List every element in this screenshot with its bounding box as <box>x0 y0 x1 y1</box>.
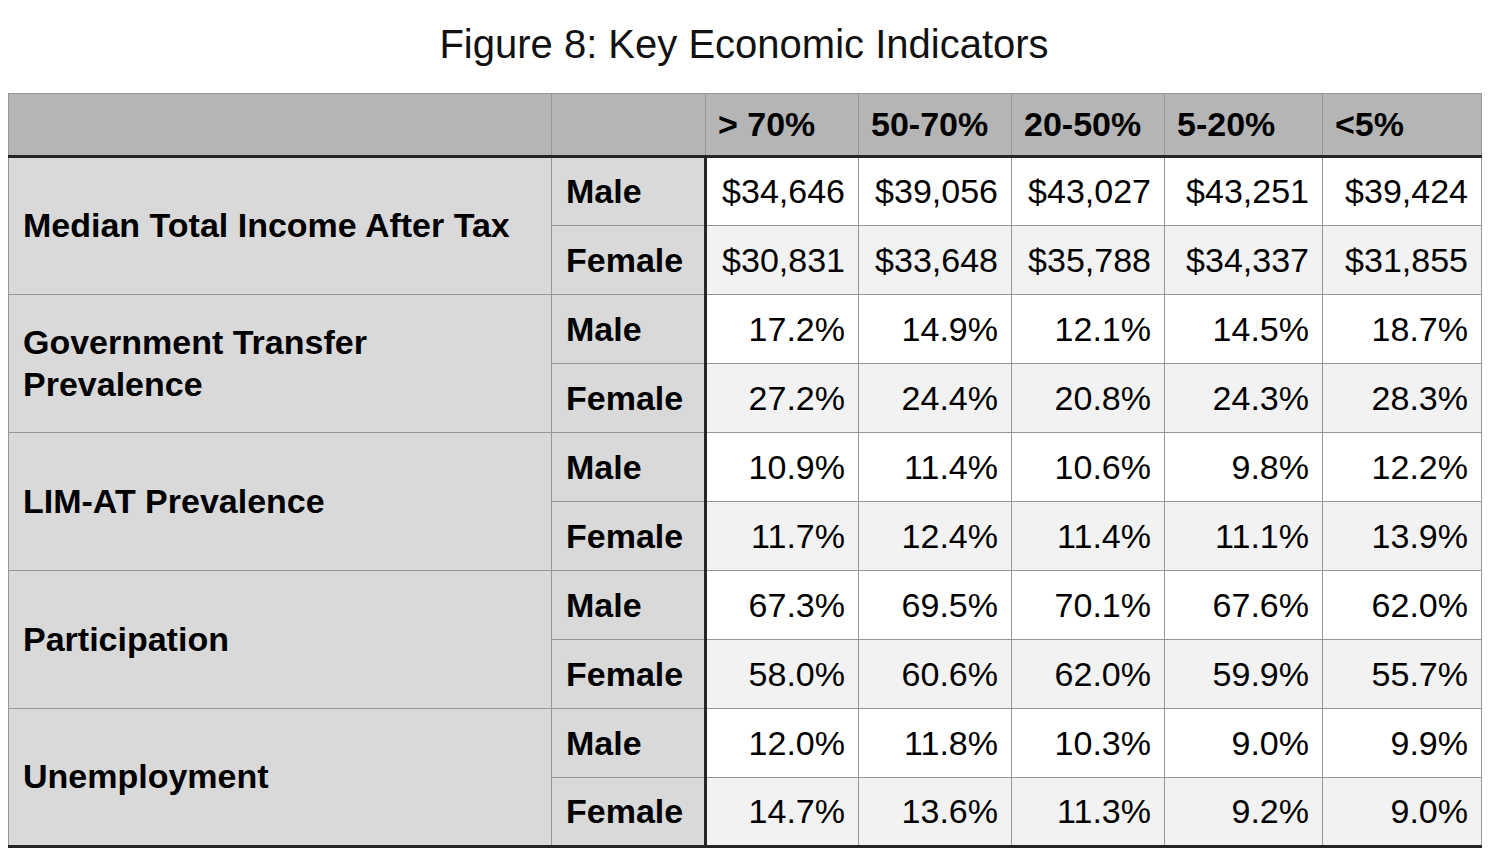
figure-title: Figure 8: Key Economic Indicators <box>0 0 1488 70</box>
data-cell: 17.2% <box>706 295 859 364</box>
data-cell: $34,646 <box>706 157 859 226</box>
data-cell: 9.0% <box>1165 709 1323 778</box>
data-cell: 62.0% <box>1012 640 1165 709</box>
indicator-label-cell: Unemployment <box>9 709 552 847</box>
data-cell: $30,831 <box>706 226 859 295</box>
data-cell: 9.9% <box>1323 709 1482 778</box>
gender-label-cell: Male <box>552 571 706 640</box>
data-cell: 13.6% <box>859 778 1012 847</box>
indicator-label-cell: Participation <box>9 571 552 709</box>
data-cell: $34,337 <box>1165 226 1323 295</box>
data-cell: 9.2% <box>1165 778 1323 847</box>
data-cell: 11.4% <box>859 433 1012 502</box>
data-cell: 11.4% <box>1012 502 1165 571</box>
column-header-2: 50-70% <box>859 94 1012 157</box>
table-body: Median Total Income After TaxMale$34,646… <box>9 157 1482 847</box>
data-cell: 67.3% <box>706 571 859 640</box>
table-header: > 70%50-70%20-50%5-20%<5% <box>9 94 1482 157</box>
gender-label-cell: Female <box>552 226 706 295</box>
indicator-label-cell: Median Total Income After Tax <box>9 157 552 295</box>
data-cell: 10.9% <box>706 433 859 502</box>
indicator-label-cell: Government Transfer Prevalence <box>9 295 552 433</box>
table-row: LIM-AT PrevalenceMale10.9%11.4%10.6%9.8%… <box>9 433 1482 502</box>
data-cell: 20.8% <box>1012 364 1165 433</box>
data-cell: $33,648 <box>859 226 1012 295</box>
table-row: ParticipationMale67.3%69.5%70.1%67.6%62.… <box>9 571 1482 640</box>
data-cell: 67.6% <box>1165 571 1323 640</box>
data-cell: 9.8% <box>1165 433 1323 502</box>
data-cell: 12.0% <box>706 709 859 778</box>
data-cell: 70.1% <box>1012 571 1165 640</box>
data-cell: 12.1% <box>1012 295 1165 364</box>
table-row: Median Total Income After TaxMale$34,646… <box>9 157 1482 226</box>
gender-label-cell: Female <box>552 640 706 709</box>
data-cell: 18.7% <box>1323 295 1482 364</box>
gender-label-cell: Male <box>552 295 706 364</box>
indicator-label-cell: LIM-AT Prevalence <box>9 433 552 571</box>
data-cell: 12.4% <box>859 502 1012 571</box>
column-header-5: <5% <box>1323 94 1482 157</box>
data-cell: 11.8% <box>859 709 1012 778</box>
data-cell: 60.6% <box>859 640 1012 709</box>
gender-label-cell: Male <box>552 433 706 502</box>
data-cell: 9.0% <box>1323 778 1482 847</box>
data-cell: $31,855 <box>1323 226 1482 295</box>
column-header-3: 20-50% <box>1012 94 1165 157</box>
data-cell: 62.0% <box>1323 571 1482 640</box>
data-cell: 11.1% <box>1165 502 1323 571</box>
data-cell: 14.5% <box>1165 295 1323 364</box>
key-economic-indicators-table: > 70%50-70%20-50%5-20%<5% Median Total I… <box>8 93 1482 848</box>
data-cell: $39,056 <box>859 157 1012 226</box>
data-cell: $35,788 <box>1012 226 1165 295</box>
gender-label-cell: Female <box>552 364 706 433</box>
table-row: UnemploymentMale12.0%11.8%10.3%9.0%9.9% <box>9 709 1482 778</box>
data-cell: 24.3% <box>1165 364 1323 433</box>
data-cell: 59.9% <box>1165 640 1323 709</box>
data-cell: 14.9% <box>859 295 1012 364</box>
data-cell: 13.9% <box>1323 502 1482 571</box>
data-cell: 11.3% <box>1012 778 1165 847</box>
data-cell: 27.2% <box>706 364 859 433</box>
gender-label-cell: Female <box>552 502 706 571</box>
data-cell: 58.0% <box>706 640 859 709</box>
column-header-4: 5-20% <box>1165 94 1323 157</box>
header-spacer-gender <box>552 94 706 157</box>
data-cell: 10.6% <box>1012 433 1165 502</box>
gender-label-cell: Female <box>552 778 706 847</box>
header-row: > 70%50-70%20-50%5-20%<5% <box>9 94 1482 157</box>
data-cell: 12.2% <box>1323 433 1482 502</box>
header-spacer-indicator <box>9 94 552 157</box>
data-cell: $39,424 <box>1323 157 1482 226</box>
data-cell: 24.4% <box>859 364 1012 433</box>
gender-label-cell: Male <box>552 157 706 226</box>
data-cell: 55.7% <box>1323 640 1482 709</box>
data-cell: $43,027 <box>1012 157 1165 226</box>
gender-label-cell: Male <box>552 709 706 778</box>
data-cell: 11.7% <box>706 502 859 571</box>
data-cell: 28.3% <box>1323 364 1482 433</box>
column-header-1: > 70% <box>706 94 859 157</box>
data-cell: $43,251 <box>1165 157 1323 226</box>
table-row: Government Transfer PrevalenceMale17.2%1… <box>9 295 1482 364</box>
data-cell: 10.3% <box>1012 709 1165 778</box>
data-cell: 69.5% <box>859 571 1012 640</box>
data-cell: 14.7% <box>706 778 859 847</box>
